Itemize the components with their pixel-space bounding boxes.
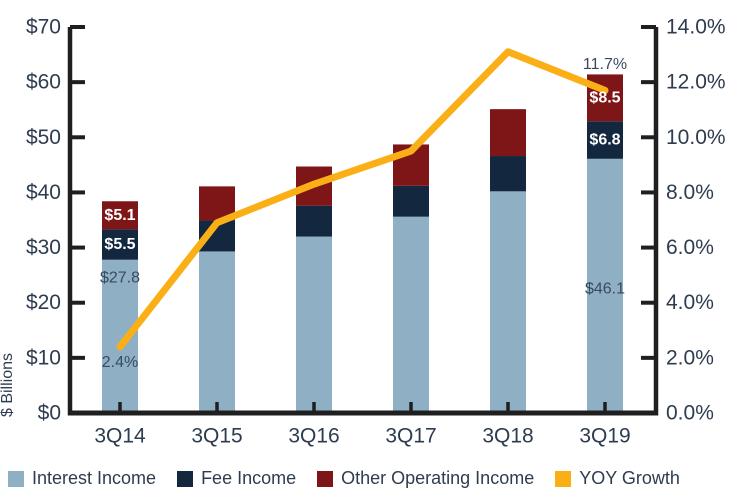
left-axis-tick-label: $10: [26, 346, 61, 369]
bar-segment-other-operating-income-3q14: [102, 201, 138, 230]
left-axis-tick-label: $0: [38, 402, 61, 425]
legend-swatch: [317, 470, 334, 487]
legend-label: Fee Income: [201, 468, 297, 488]
bar-segment-interest-income-3q15: [199, 251, 235, 413]
right-axis-tick-label: 2.0%: [666, 346, 714, 369]
bar-segment-interest-income-3q17: [393, 216, 429, 413]
left-axis-tick-label: $40: [26, 181, 61, 204]
bar-annotation: $5.5: [104, 236, 135, 253]
bar-annotation: 11.7%: [583, 56, 627, 73]
bar-segment-fee-income-3q16: [296, 205, 332, 237]
legend-label: Interest Income: [32, 468, 157, 488]
bar-segment-fee-income-3q14: [102, 229, 138, 260]
legend-item-yoy-growth: YOY Growth: [555, 468, 680, 489]
legend-label: YOY Growth: [579, 468, 680, 488]
right-axis-tick-label: 12.0%: [666, 71, 726, 94]
bar-annotation: $5.1: [104, 207, 135, 224]
left-axis-tick-label: $60: [26, 71, 61, 94]
bar-annotation: $6.8: [589, 132, 620, 149]
x-axis-label-3q17: 3Q17: [385, 425, 436, 448]
legend-item-interest-income: Interest Income: [8, 468, 156, 489]
chart-legend: Interest Income Fee Income Other Operating…: [8, 468, 680, 489]
legend-item-other-operating-income: Other Operating Income: [317, 468, 534, 489]
x-axis-label-3q16: 3Q16: [288, 425, 339, 448]
right-axis-tick-label: 4.0%: [666, 291, 714, 314]
bar-segment-fee-income-3q18: [490, 156, 526, 192]
right-axis-tick-label: 10.0%: [666, 126, 726, 149]
right-axis-tick-label: 0.0%: [666, 402, 714, 425]
yoy-growth-line: [116, 48, 609, 351]
bar-segment-fee-income-3q17: [393, 185, 429, 217]
legend-swatch: [177, 470, 194, 487]
bar-annotation: 2.4%: [102, 354, 138, 371]
right-axis-tick-label: 14.0%: [666, 16, 726, 39]
bar-annotation: $27.8: [100, 269, 140, 286]
left-axis-tick-label: $20: [26, 291, 61, 314]
x-axis-label-3q15: 3Q15: [191, 425, 242, 448]
left-axis-tick-label: $50: [26, 126, 61, 149]
x-axis-label-3q14: 3Q14: [94, 425, 146, 448]
bar-segment-fee-income-3q19: [587, 121, 623, 159]
x-axis-label-3q18: 3Q18: [482, 425, 533, 448]
legend-item-fee-income: Fee Income: [177, 468, 296, 489]
bar-segment-interest-income-3q16: [296, 236, 332, 413]
bar-segment-interest-income-3q18: [490, 191, 526, 413]
left-axis-tick-label: $30: [26, 236, 61, 259]
bar-segment-interest-income-3q19: [587, 158, 623, 413]
bar-annotation: $8.5: [589, 89, 620, 106]
legend-swatch: [8, 470, 24, 487]
right-axis-tick-label: 8.0%: [666, 181, 714, 204]
left-axis-title: $ Billions: [0, 353, 16, 417]
bar-segment-other-operating-income-3q18: [490, 109, 526, 157]
legend-swatch: [555, 470, 572, 487]
left-axis-tick-label: $70: [26, 16, 61, 39]
legend-label: Other Operating Income: [341, 468, 535, 488]
bar-annotation: $46.1: [585, 280, 625, 297]
right-axis-tick-label: 6.0%: [666, 236, 714, 259]
x-axis-label-3q19: 3Q19: [579, 425, 630, 448]
